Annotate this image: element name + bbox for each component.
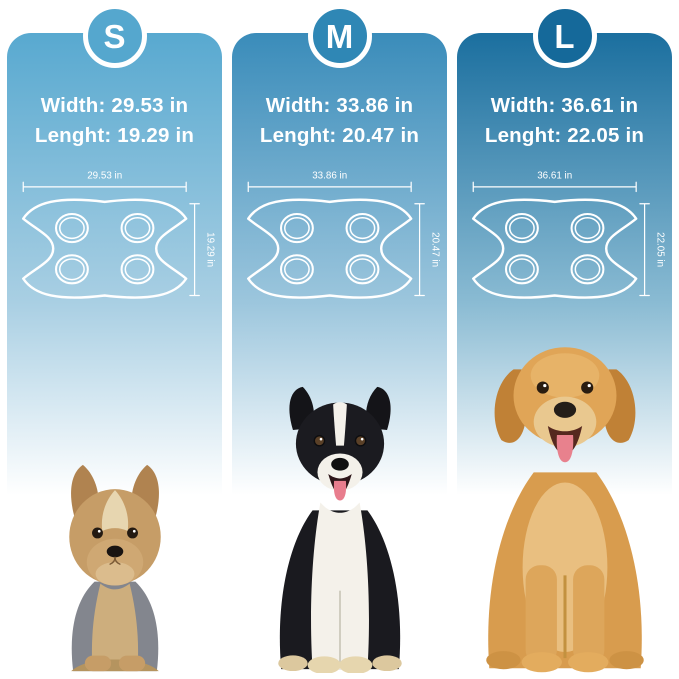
size-column-m: M Width: 33.86 in Lenght: 20.47 in 33.86… [232, 4, 447, 675]
size-badge-circle: M [307, 4, 372, 68]
size-column-l: L Width: 36.61 in Lenght: 22.05 in 36.61… [457, 4, 672, 675]
dimension-text-block: Width: 36.61 in Lenght: 22.05 in [485, 91, 644, 150]
width-dimension-line [247, 182, 412, 193]
leg-holes [504, 213, 604, 285]
diagram-length-dim-label: 19.29 in [204, 233, 215, 268]
leg-holes [279, 213, 379, 285]
hammock-outline [471, 199, 637, 300]
dog-photo-yorkshire-terrier [68, 464, 161, 672]
hammock-outline [21, 199, 187, 300]
dog-photo-border-collie [277, 386, 402, 673]
size-badge-letter: M [325, 17, 354, 55]
width-label: Width: 33.86 in [265, 94, 414, 117]
length-label: Lenght: 20.47 in [259, 123, 420, 147]
length-label: Lenght: 19.29 in [34, 123, 195, 147]
hammock-outline-diagram: 29.53 in 19.29 in [21, 171, 215, 300]
size-badge-letter: S [103, 17, 126, 55]
diagram-width-dim-label: 29.53 in [87, 171, 122, 182]
leg-holes [54, 213, 154, 285]
size-badge-circle: L [532, 4, 597, 68]
width-label: Width: 29.53 in [40, 94, 189, 117]
dimension-text-block: Width: 33.86 in Lenght: 20.47 in [260, 91, 419, 150]
diagram-length-dim-label: 22.05 in [654, 233, 665, 268]
diagram-width-dim-label: 36.61 in [537, 171, 572, 182]
diagram-length-dim-label: 20.47 in [429, 233, 440, 268]
width-dimension-line [22, 182, 187, 193]
size-badge-letter: L [554, 17, 575, 55]
size-column-s: S Width: 29.53 in Lenght: 19.29 in 29.53… [7, 4, 222, 675]
dimension-text-block: Width: 29.53 in Lenght: 19.29 in [35, 91, 194, 150]
dog-photo-golden-retriever [485, 346, 644, 672]
length-dimension-line [638, 203, 650, 297]
length-label: Lenght: 22.05 in [484, 123, 645, 147]
hammock-outline-diagram: 33.86 in 20.47 in [246, 171, 440, 300]
width-label: Width: 36.61 in [490, 94, 639, 117]
diagram-width-dim-label: 33.86 in [312, 171, 347, 182]
width-dimension-line [472, 182, 637, 193]
size-badge-circle: S [82, 4, 147, 68]
hammock-outline-diagram: 36.61 in 22.05 in [471, 171, 665, 300]
length-dimension-line [188, 203, 200, 297]
hammock-outline [246, 199, 412, 300]
length-dimension-line [413, 203, 425, 297]
